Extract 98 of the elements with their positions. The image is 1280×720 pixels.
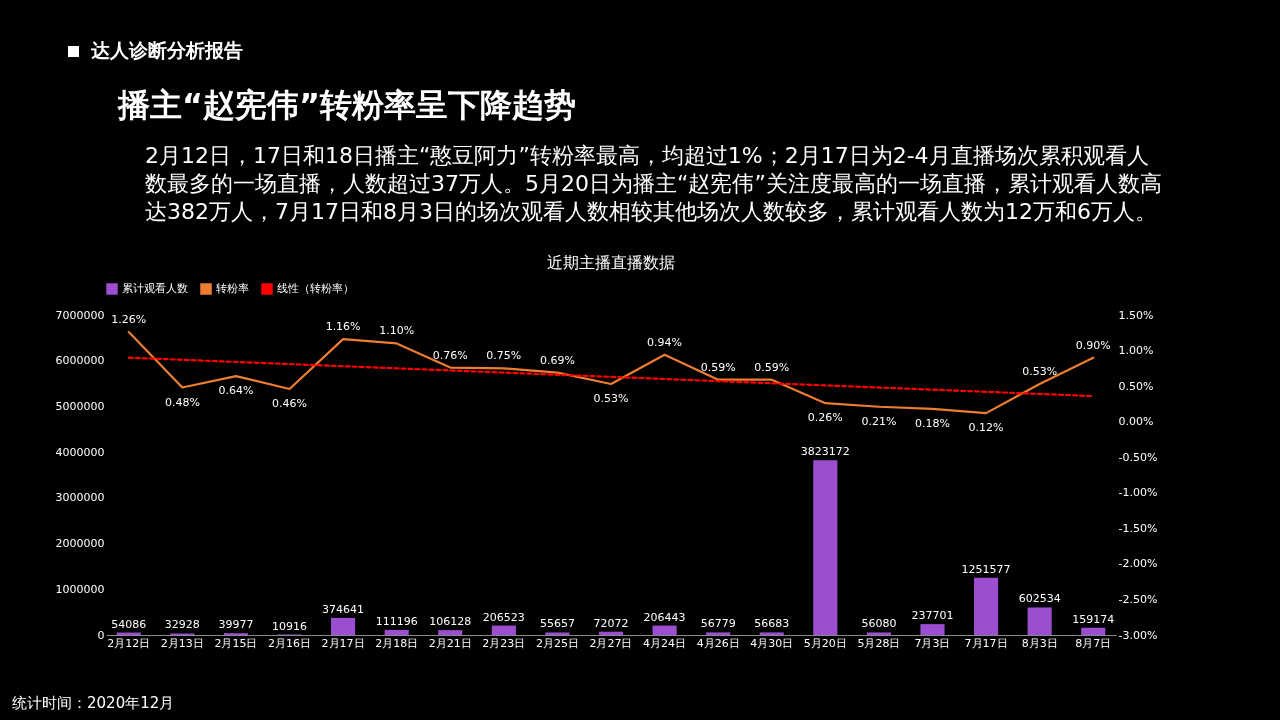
- data-label: 0.26%: [807, 411, 843, 425]
- bar: [974, 577, 999, 635]
- data-label: 0.76%: [432, 348, 468, 362]
- bar: [706, 632, 731, 635]
- data-label: 237701: [911, 609, 954, 623]
- data-label: 3823172: [800, 445, 850, 459]
- data-label: 374641: [322, 602, 365, 616]
- x-tick-label: 8月3日: [1021, 636, 1058, 650]
- legend-label: 累计观看人数: [122, 282, 188, 295]
- data-label: 0.59%: [700, 360, 736, 374]
- x-tick-label: 2月18日: [375, 636, 419, 650]
- data-label: 0.69%: [539, 353, 575, 367]
- bar: [652, 625, 677, 635]
- x-tick-label: 2月23日: [482, 636, 526, 650]
- bar: [384, 629, 409, 635]
- data-label: 0.53%: [1022, 364, 1058, 378]
- bar: [1081, 627, 1106, 635]
- data-label: 106128: [429, 615, 472, 629]
- y-tick-label: 4000000: [55, 445, 105, 459]
- x-tick-label: 4月26日: [696, 636, 740, 650]
- y2-tick-label: 0.00%: [1118, 415, 1154, 429]
- y2-tick-label: 0.50%: [1118, 379, 1154, 393]
- x-tick-label: 2月16日: [268, 636, 312, 650]
- data-label: 0.59%: [754, 360, 790, 374]
- x-tick-label: 8月7日: [1075, 636, 1112, 650]
- legend-label: 转粉率: [216, 282, 249, 295]
- data-label: 0.75%: [486, 349, 522, 363]
- text: 达人诊断分析报告: [91, 38, 243, 63]
- legend-label: 线性（转粉率）: [277, 282, 354, 295]
- bar: [491, 625, 516, 635]
- y-tick-label: 1000000: [55, 582, 105, 596]
- x-tick-label: 2月15日: [214, 636, 258, 650]
- data-label: 0.90%: [1075, 338, 1111, 352]
- x-tick-label: 4月30日: [750, 636, 794, 650]
- data-label: 0.64%: [218, 384, 254, 398]
- data-label: 1251577: [961, 562, 1011, 576]
- data-label: 602534: [1018, 592, 1061, 606]
- y2-tick-label: -2.50%: [1118, 592, 1158, 606]
- data-label: 56080: [861, 617, 897, 631]
- data-label: 39977: [218, 618, 254, 632]
- data-label: 0.53%: [593, 391, 629, 405]
- x-tick-label: 2月25日: [535, 636, 579, 650]
- data-label: 0.94%: [647, 335, 683, 349]
- text: 统计时间：2020年12月: [12, 694, 175, 713]
- y-tick-label: 6000000: [55, 354, 105, 368]
- y-tick-label: 2000000: [55, 537, 105, 551]
- data-label: 72072: [593, 616, 629, 630]
- bar: [920, 624, 945, 635]
- data-label: 0.46%: [272, 396, 307, 410]
- data-label: 54086: [111, 617, 147, 631]
- data-label: 0.18%: [915, 416, 950, 430]
- data-label: 0.48%: [164, 395, 200, 409]
- bar: [331, 617, 356, 635]
- y-tick-label: 3000000: [55, 491, 105, 505]
- y2-tick-label: -0.50%: [1118, 450, 1158, 464]
- data-label: 56779: [700, 617, 736, 631]
- y-tick-label: 7000000: [55, 308, 105, 322]
- data-label: 206443: [643, 610, 686, 624]
- data-label: 206523: [482, 610, 525, 624]
- bar: [759, 632, 784, 635]
- y2-tick-label: 1.50%: [1118, 308, 1154, 322]
- data-label: 32928: [164, 618, 200, 632]
- data-label: 10916: [272, 619, 308, 633]
- data-label: 159174: [1072, 612, 1115, 626]
- x-tick-label: 7月17日: [964, 636, 1008, 650]
- data-label: 56683: [754, 617, 790, 631]
- data-label: 111196: [375, 614, 418, 628]
- bar: [598, 631, 624, 635]
- chart-subtitle: 2月12日，17日和18日播主“憨豆阿力”转粉率最高，均超过1%；2月17日为2-4月直播场次累积观看人数最多的一场直播，人数超过37万人。5月20日为播主“赵宪伟”关注度最高的一场直播，累计观看人数高达382万人，7月17日和8月3日的场次观看人数相较其他场次人数较多，累计观看人数为12万和6万人。: [145, 142, 1163, 226]
- y2-tick-label: -1.00%: [1118, 486, 1158, 500]
- y-tick-label: 5000000: [55, 399, 105, 413]
- data-label: 55657: [539, 617, 575, 631]
- y2-tick-label: -3.00%: [1118, 628, 1158, 642]
- y2-tick-label: 1.00%: [1118, 344, 1154, 358]
- bar: [545, 632, 570, 635]
- chart-title: 近期主播直播数据: [547, 253, 675, 272]
- y-tick-label: 0: [97, 628, 105, 642]
- data-label: 0.21%: [861, 414, 897, 428]
- data-label: 1.10%: [379, 324, 415, 338]
- x-tick-label: 5月28日: [857, 636, 901, 650]
- y2-tick-label: -1.50%: [1118, 521, 1158, 535]
- data-label: 0.12%: [968, 421, 1004, 435]
- bar: [866, 632, 891, 635]
- x-tick-label: 2月27日: [589, 636, 633, 650]
- x-tick-label: 2月17日: [321, 636, 365, 650]
- x-tick-label: 2月12日: [107, 636, 151, 650]
- data-label: 1.16%: [325, 320, 361, 334]
- bar: [1027, 607, 1052, 635]
- x-tick-label: 2月21日: [428, 636, 472, 650]
- x-tick-label: 7月3日: [914, 636, 951, 650]
- x-tick-label: 2月13日: [160, 636, 204, 650]
- x-tick-label: 5月20日: [803, 636, 847, 650]
- x-tick-label: 4月24日: [643, 636, 687, 650]
- y2-tick-label: -2.00%: [1118, 557, 1158, 571]
- data-label: 1.26%: [111, 313, 147, 327]
- bar: [438, 630, 463, 635]
- bar: [813, 460, 838, 635]
- text: 播主“赵宪伟”转粉率呈下降趋势: [118, 85, 577, 126]
